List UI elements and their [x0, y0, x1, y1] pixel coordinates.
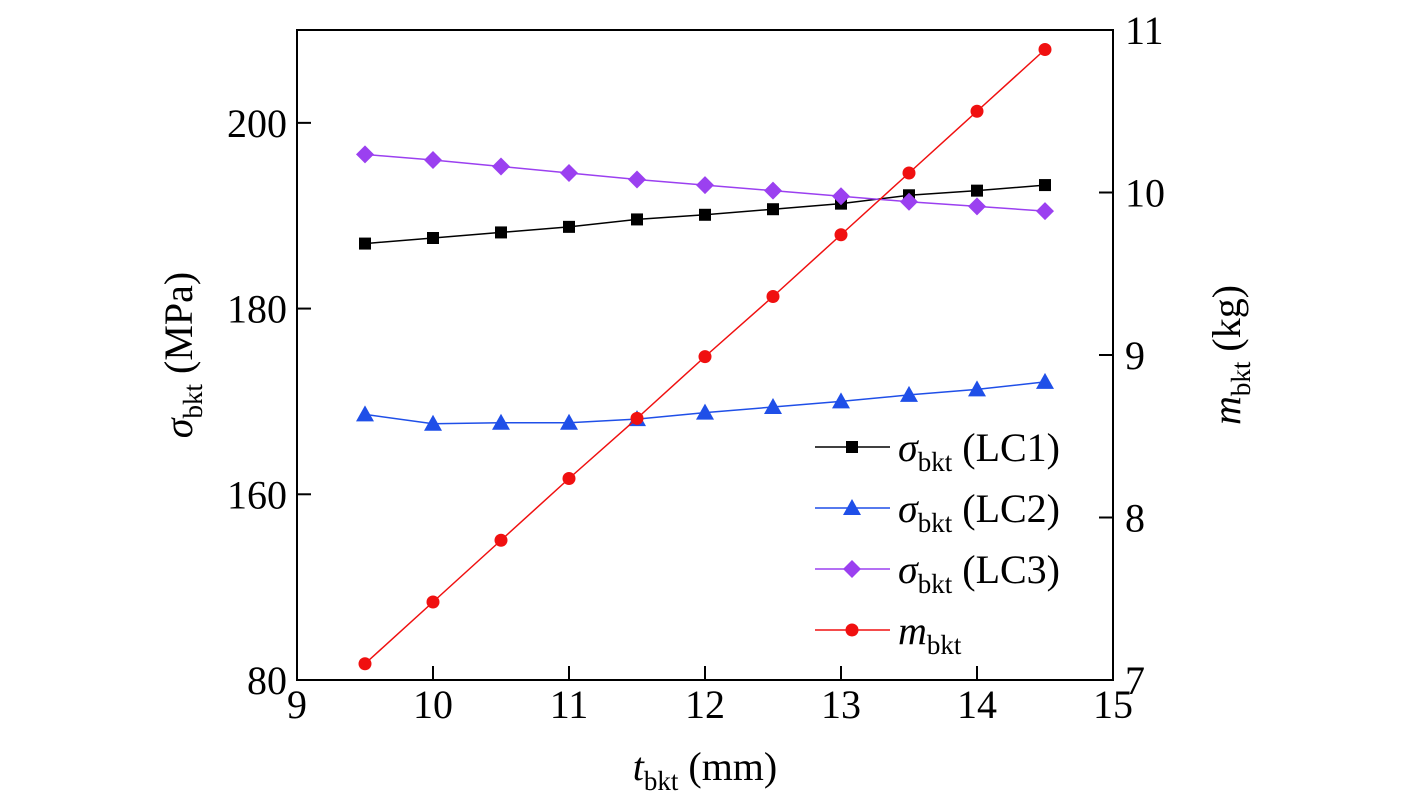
legend-marker: [846, 441, 858, 453]
x-tick-label: 14: [957, 682, 997, 727]
marker: [696, 403, 714, 420]
x-tick-label: 13: [821, 682, 861, 727]
x-axis-label-sub: bkt: [644, 766, 679, 796]
marker: [1038, 43, 1052, 56]
y-tick-label: 180: [227, 287, 287, 332]
marker: [764, 181, 782, 200]
marker: [900, 385, 918, 402]
legend-marker: [843, 499, 861, 515]
marker: [764, 398, 782, 414]
marker: [628, 170, 646, 189]
marker: [359, 237, 371, 250]
marker: [563, 220, 575, 233]
marker: [699, 208, 711, 221]
marker: [424, 151, 442, 169]
y-axis-label-sub: bkt: [178, 384, 208, 419]
marker: [630, 411, 644, 425]
marker: [560, 164, 578, 182]
y2-tick-label: 9: [1125, 333, 1145, 378]
legend-label: σbkt (LC3): [898, 547, 1060, 599]
marker: [424, 414, 442, 431]
legend-label-symbol: σ: [898, 425, 919, 470]
marker: [970, 104, 984, 118]
marker: [1036, 372, 1054, 389]
legend-label-symbol: σ: [898, 547, 919, 592]
y-axis-label: σbkt (MPa): [156, 272, 208, 438]
y-tick-label: 200: [227, 101, 287, 146]
y2-axis-label: mbkt (kg): [1204, 285, 1256, 425]
marker: [426, 595, 440, 609]
legend-marker: [843, 560, 861, 578]
x-tick-label: 12: [685, 682, 725, 727]
legend-label-sub: bkt: [918, 508, 953, 538]
y-axis-label-symbol: σ: [156, 417, 201, 438]
y2-tick-label: 7: [1125, 658, 1145, 703]
marker: [494, 533, 508, 547]
legend-label: σbkt (LC2): [898, 486, 1060, 538]
legend-marker: [845, 623, 859, 637]
x-axis-label-symbol: t: [633, 744, 645, 789]
marker: [696, 176, 714, 195]
y2-axis-label-sub: bkt: [1226, 361, 1256, 396]
marker: [1036, 202, 1054, 221]
marker: [356, 145, 374, 164]
marker: [698, 350, 712, 364]
marker: [834, 228, 848, 242]
marker: [968, 197, 986, 216]
y-axis-label-rest: (MPa): [156, 272, 201, 374]
marker: [971, 184, 983, 197]
marker: [900, 192, 918, 211]
legend-label-sub: bkt: [918, 447, 953, 477]
marker: [832, 187, 850, 206]
x-tick-label: 15: [1093, 682, 1133, 727]
y2-tick-label: 11: [1125, 8, 1164, 53]
x-tick-label: 10: [413, 682, 453, 727]
marker: [631, 213, 643, 226]
marker: [492, 157, 510, 176]
marker: [560, 413, 578, 430]
marker: [356, 405, 374, 422]
legend-label-symbol: σ: [898, 486, 919, 531]
legend-label-sub: bkt: [918, 569, 953, 599]
y-tick-label: 160: [227, 472, 287, 517]
y2-axis-label-symbol: m: [1204, 396, 1249, 425]
legend-label-rest: (LC2): [962, 486, 1060, 531]
marker: [766, 290, 780, 303]
x-axis-label-rest: (mm): [688, 744, 777, 789]
legend-label-symbol: m: [898, 608, 927, 653]
marker: [427, 232, 439, 244]
x-tick-label: 9: [287, 682, 307, 727]
x-tick-label: 11: [550, 682, 589, 727]
marker: [492, 413, 510, 430]
marker: [495, 226, 507, 239]
marker: [767, 203, 779, 216]
legend-label-rest: (LC3): [962, 547, 1060, 592]
marker: [358, 657, 372, 671]
y2-axis-label-rest: (kg): [1204, 285, 1249, 352]
legend-label: mbkt: [898, 608, 962, 660]
y2-tick-label: 8: [1125, 496, 1145, 541]
marker: [968, 380, 986, 397]
marker: [832, 392, 850, 409]
marker: [562, 472, 576, 485]
legend-label-rest: (LC1): [962, 425, 1060, 470]
legend-label-sub: bkt: [927, 630, 962, 660]
legend-label: σbkt (LC1): [898, 425, 1060, 477]
y-tick-label: 80: [247, 658, 287, 703]
y2-tick-label: 10: [1125, 171, 1165, 216]
x-axis-label: tbkt (mm): [633, 744, 778, 796]
marker: [902, 166, 916, 180]
marker: [1039, 179, 1051, 192]
